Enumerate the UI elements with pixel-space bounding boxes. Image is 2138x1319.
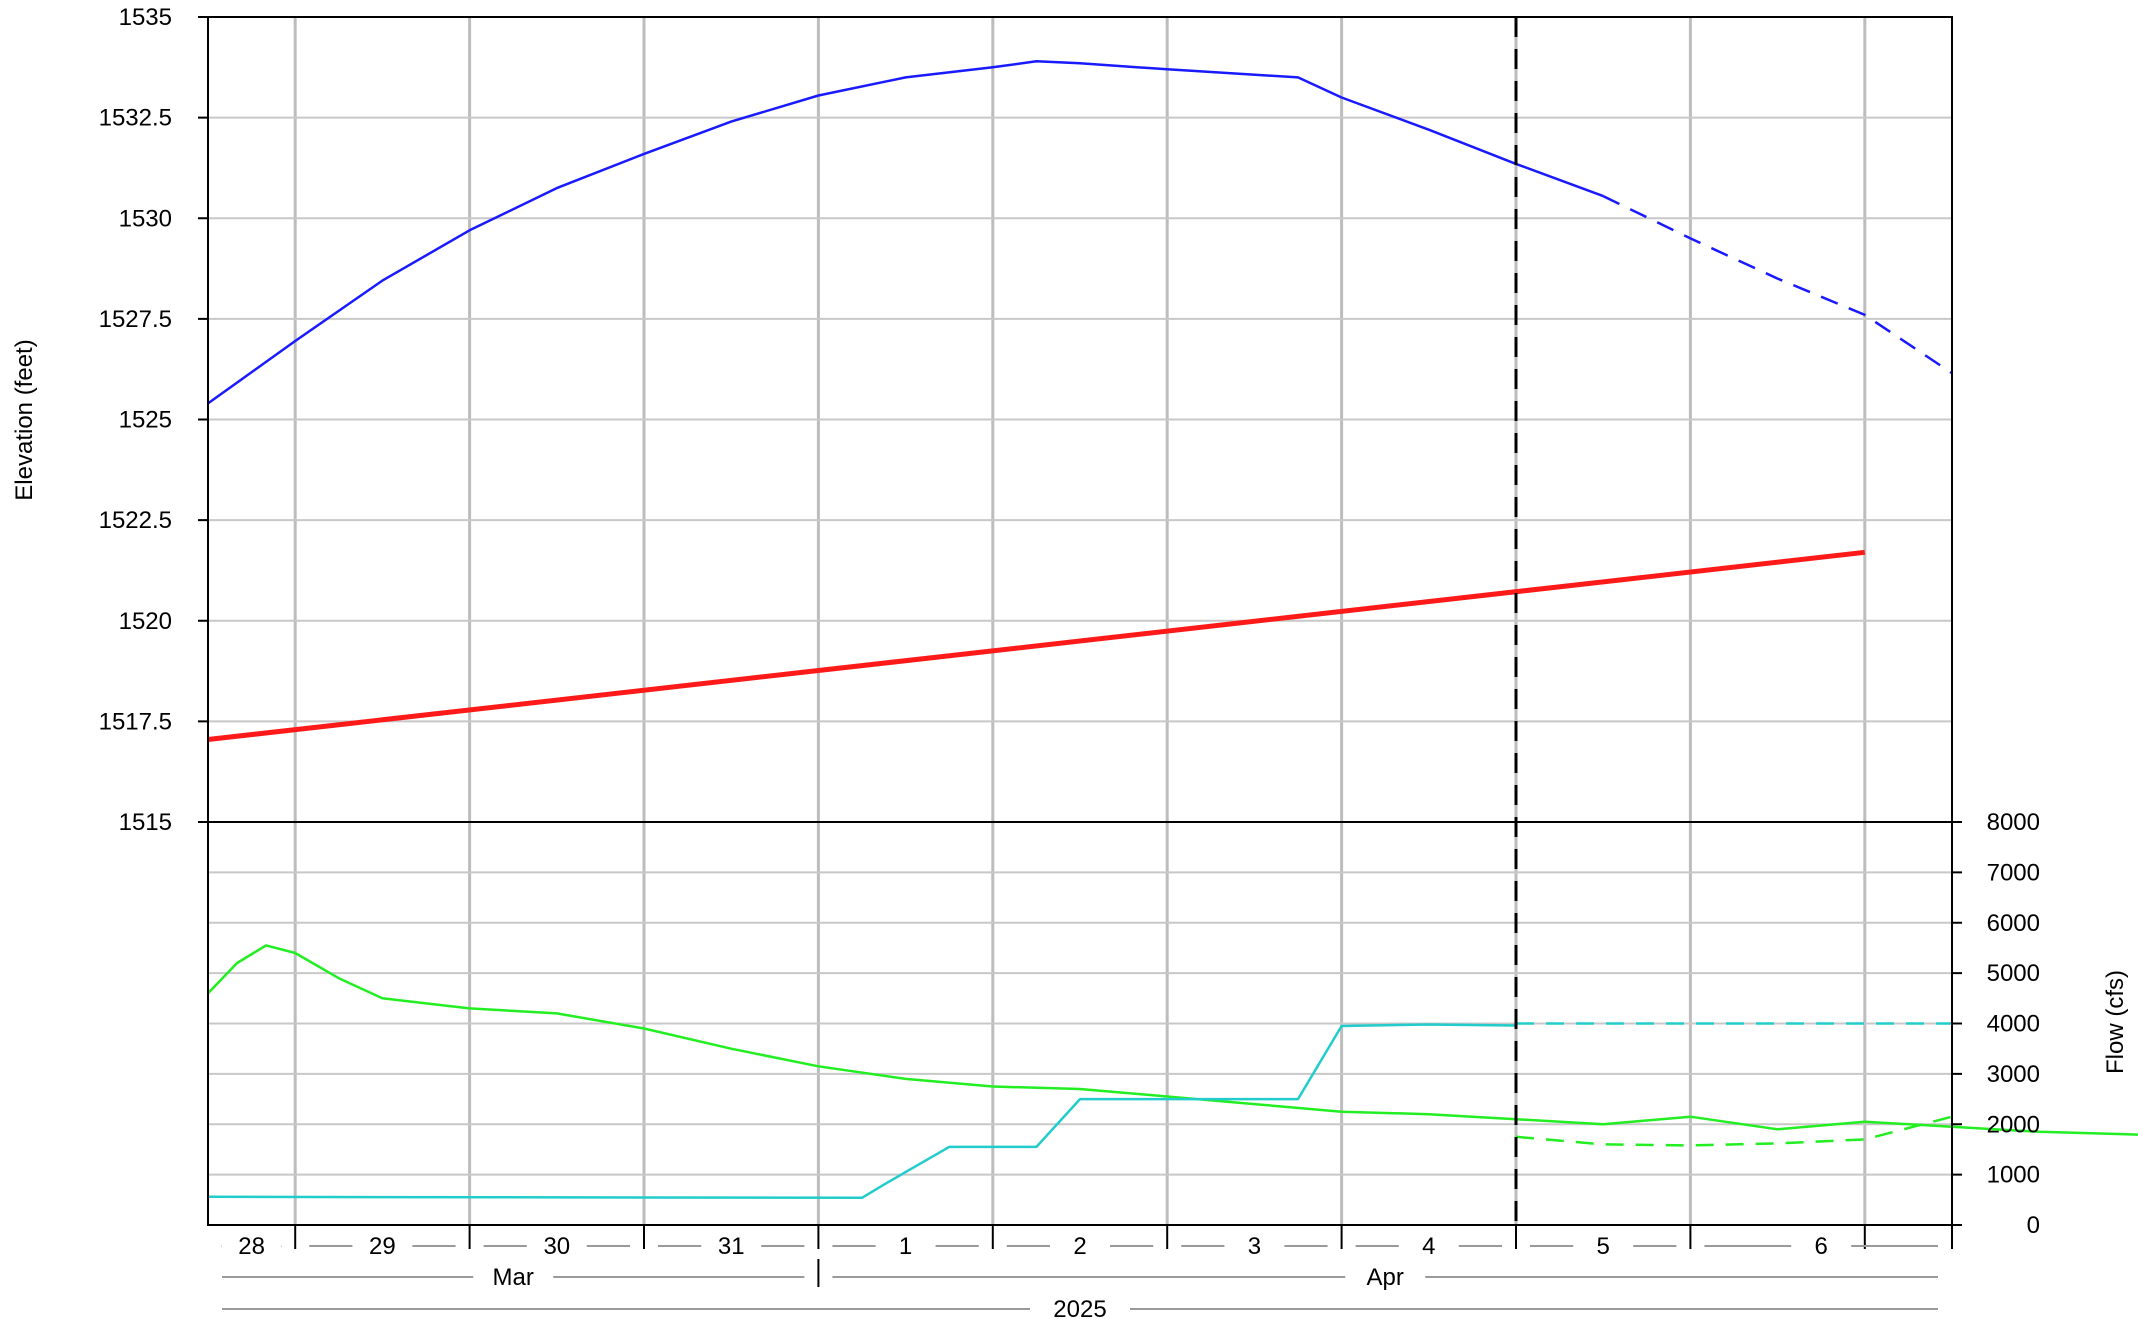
elevation-tick-label: 1525	[119, 407, 172, 434]
series-line-elevation-0	[207, 60, 1604, 405]
flow-tick-label: 2000	[1987, 1111, 2040, 1138]
elevation-tick-label: 1522.5	[99, 507, 172, 534]
flow-tick-label: 1000	[1987, 1162, 2040, 1189]
elevation-tick-label: 1530	[119, 205, 172, 232]
flow-tick-label: 0	[2027, 1212, 2040, 1239]
flow-tick-label: 7000	[1987, 859, 2040, 886]
flow-tick-label: 5000	[1987, 960, 2040, 987]
series-layer	[207, 17, 2138, 1225]
flow-tick-label: 8000	[1987, 809, 2040, 836]
grid	[208, 16, 1952, 1226]
elevation-tick-label: 1532.5	[99, 105, 172, 132]
series-line-elevation-2	[207, 549, 1866, 742]
flow-tick-label: 6000	[1987, 910, 2040, 937]
flow-tick-label: 3000	[1987, 1061, 2040, 1088]
day-label: 6	[1815, 1233, 1828, 1260]
flow-tick-label: 4000	[1987, 1011, 2040, 1038]
day-label: 3	[1248, 1233, 1261, 1260]
month-label: Apr	[1367, 1264, 1404, 1291]
day-label: 1	[899, 1233, 912, 1260]
series-line-flow-3	[207, 944, 2138, 1136]
elevation-tick-label: 1527.5	[99, 306, 172, 333]
year-label: 2025	[1053, 1296, 1106, 1319]
axes: 15151517.515201522.515251527.515301532.5…	[99, 4, 2040, 1319]
day-label: 31	[718, 1233, 745, 1260]
month-label: Mar	[493, 1264, 534, 1291]
elevation-tick-label: 1520	[119, 608, 172, 635]
day-label: 4	[1422, 1233, 1435, 1260]
day-label: 2	[1073, 1233, 1086, 1260]
series-line-flow-5	[207, 1023, 1517, 1200]
elevation-tick-label: 1517.5	[99, 708, 172, 735]
day-label: 5	[1597, 1233, 1610, 1260]
elevation-axis-title: Elevation (feet)	[11, 339, 38, 500]
elevation-tick-label: 1515	[119, 809, 172, 836]
flow-axis-title: Flow (cfs)	[2102, 970, 2129, 1074]
day-label: 28	[238, 1233, 265, 1260]
series-line-flow-4	[1515, 1115, 1953, 1147]
series-line-elevation-1	[1602, 194, 1953, 375]
day-label: 29	[369, 1233, 396, 1260]
elevation-tick-label: 1535	[119, 4, 172, 31]
day-label: 30	[543, 1233, 570, 1260]
